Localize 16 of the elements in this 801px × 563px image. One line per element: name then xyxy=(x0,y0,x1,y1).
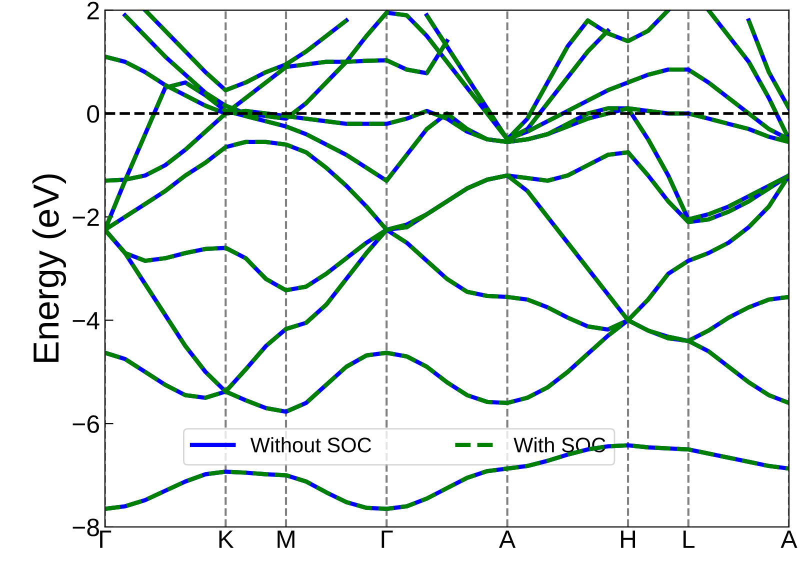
y-tick-label: −8 xyxy=(72,518,99,536)
x-tick-label: Γ xyxy=(382,530,393,548)
x-tick-label: A xyxy=(499,530,516,548)
y-tick-label: 2 xyxy=(87,2,99,20)
x-tick-label: L xyxy=(683,530,695,548)
x-tick-label: A xyxy=(780,530,798,548)
y-axis-title: Energy (eV) xyxy=(32,174,66,362)
y-tick-label: −6 xyxy=(72,415,99,433)
x-tick-label: Γ xyxy=(100,530,112,548)
y-tick-label: −4 xyxy=(72,312,100,330)
y-tick-label: −2 xyxy=(72,208,99,226)
legend-label: Without SOC xyxy=(250,437,372,452)
x-tick-label: K xyxy=(219,530,234,548)
y-tick-label: 0 xyxy=(87,105,100,123)
x-tick-label: M xyxy=(278,530,294,548)
x-tick-label: H xyxy=(621,530,636,548)
